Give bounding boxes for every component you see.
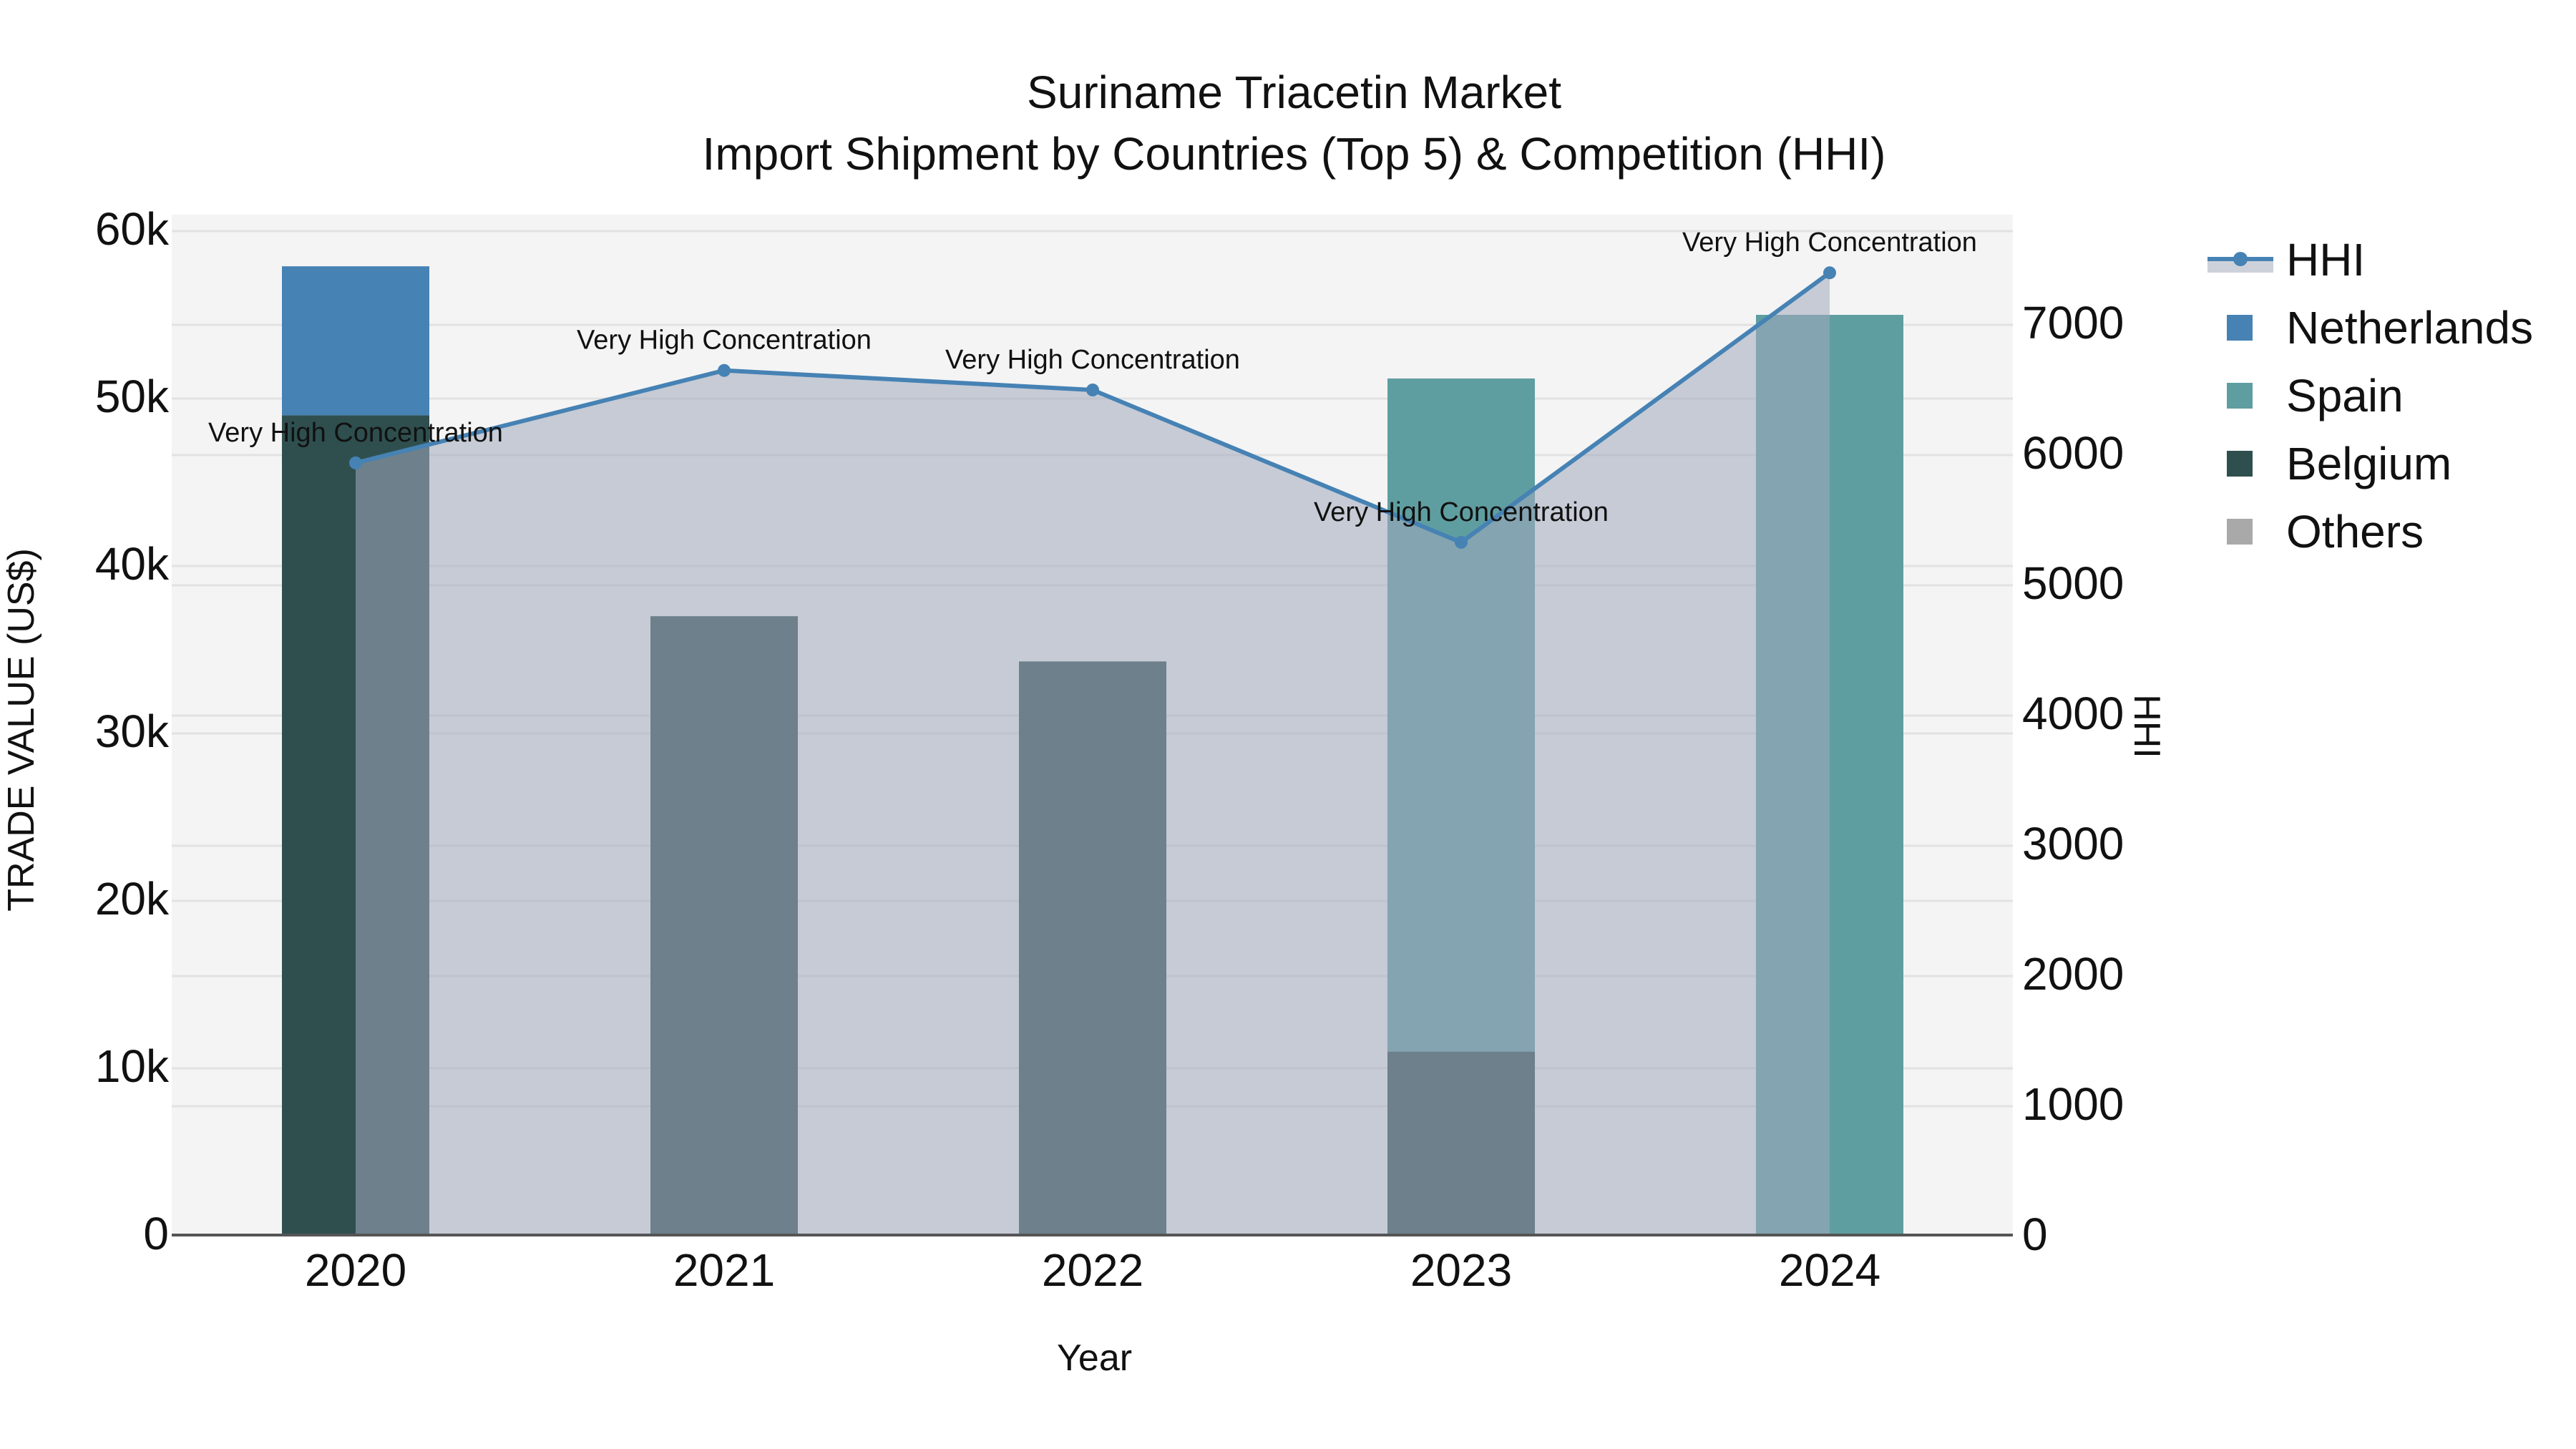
y-right-tick-label: 5000 — [2022, 557, 2124, 609]
y-left-tick-label: 10k — [94, 1040, 169, 1092]
x-tick-label: 2022 — [1041, 1244, 1144, 1296]
legend-label: Netherlands — [2286, 301, 2534, 353]
bar-netherlands-2020 — [282, 266, 429, 416]
y-right-tick-label: 7000 — [2022, 297, 2124, 348]
legend-item-hhi[interactable]: HHI — [2207, 225, 2533, 293]
y-right-tick-label: 1000 — [2022, 1078, 2124, 1130]
hhi-annotation: Very High Concentration — [945, 345, 1240, 375]
y-axis-left-title: TRADE VALUE (US$) — [1, 548, 42, 912]
legend-label: Spain — [2286, 369, 2404, 421]
y-left-tick-label: 20k — [94, 873, 169, 924]
hhi-point — [1455, 535, 1468, 549]
hhi-annotations: Very High Concentration Very High Concent… — [208, 228, 1977, 527]
y-left-tick-label: 60k — [94, 203, 169, 255]
hhi-point — [1086, 384, 1099, 396]
chart-subtitle: Import Shipment by Countries (Top 5) & C… — [702, 128, 1886, 180]
legend-item-spain[interactable]: Spain — [2207, 361, 2533, 429]
hhi-annotation: Very High Concentration — [208, 418, 503, 448]
square-swatch-icon — [2227, 450, 2253, 477]
legend-item-belgium[interactable]: Belgium — [2207, 429, 2533, 497]
y-right-tick-label: 3000 — [2022, 818, 2124, 869]
y-left-tick-label: 30k — [94, 706, 169, 757]
hhi-point — [1823, 266, 1836, 280]
chart-title: Suriname Triacetin Market — [1027, 67, 1561, 118]
hhi-point — [718, 364, 731, 377]
y-right-tick-label: 2000 — [2022, 948, 2124, 1000]
legend-label: Others — [2286, 505, 2424, 557]
hhi-annotation: Very High Concentration — [1314, 497, 1609, 527]
legend: HHI Netherlands Spain Belgium Others — [2207, 225, 2533, 565]
x-tick-label: 2023 — [1410, 1244, 1513, 1296]
square-swatch-icon — [2227, 518, 2253, 545]
hhi-line — [349, 266, 1836, 549]
y-left-tick-label: 0 — [143, 1208, 169, 1259]
y-left-tick-label: 40k — [94, 538, 169, 590]
line-marker-icon — [2207, 238, 2273, 281]
y-right-tick-label: 6000 — [2022, 427, 2124, 479]
y-left-tick-label: 50k — [94, 371, 169, 422]
legend-label: HHI — [2286, 233, 2366, 286]
y-right-tick-label: 0 — [2022, 1209, 2048, 1260]
x-tick-label: 2024 — [1778, 1244, 1881, 1296]
legend-label: Belgium — [2286, 437, 2452, 489]
x-tick-label: 2020 — [304, 1244, 407, 1296]
square-swatch-icon — [2227, 382, 2253, 409]
hhi-annotation: Very High Concentration — [577, 326, 872, 356]
square-swatch-icon — [2227, 314, 2253, 341]
hhi-area — [356, 273, 1830, 1236]
y-right-tick-label: 4000 — [2022, 688, 2124, 739]
hhi-annotation: Very High Concentration — [1682, 228, 1977, 258]
x-tick-label: 2021 — [673, 1244, 776, 1296]
x-axis-title: Year — [1057, 1337, 1133, 1379]
y-axis-right-title: HHI — [2126, 694, 2167, 758]
hhi-point — [349, 456, 362, 469]
legend-item-netherlands[interactable]: Netherlands — [2207, 293, 2533, 361]
legend-item-others[interactable]: Others — [2207, 497, 2533, 565]
